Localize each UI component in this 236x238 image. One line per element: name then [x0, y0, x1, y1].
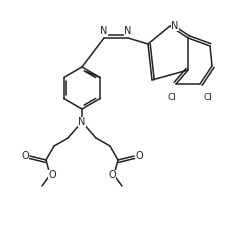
Text: O: O [48, 170, 56, 180]
Text: N: N [171, 21, 179, 31]
Text: O: O [135, 151, 143, 161]
Text: N: N [100, 26, 108, 36]
Text: O: O [108, 170, 116, 180]
Text: N: N [124, 26, 132, 36]
Text: N: N [78, 117, 86, 127]
Text: Cl: Cl [168, 94, 177, 103]
Text: O: O [21, 151, 29, 161]
Text: Cl: Cl [204, 94, 212, 103]
